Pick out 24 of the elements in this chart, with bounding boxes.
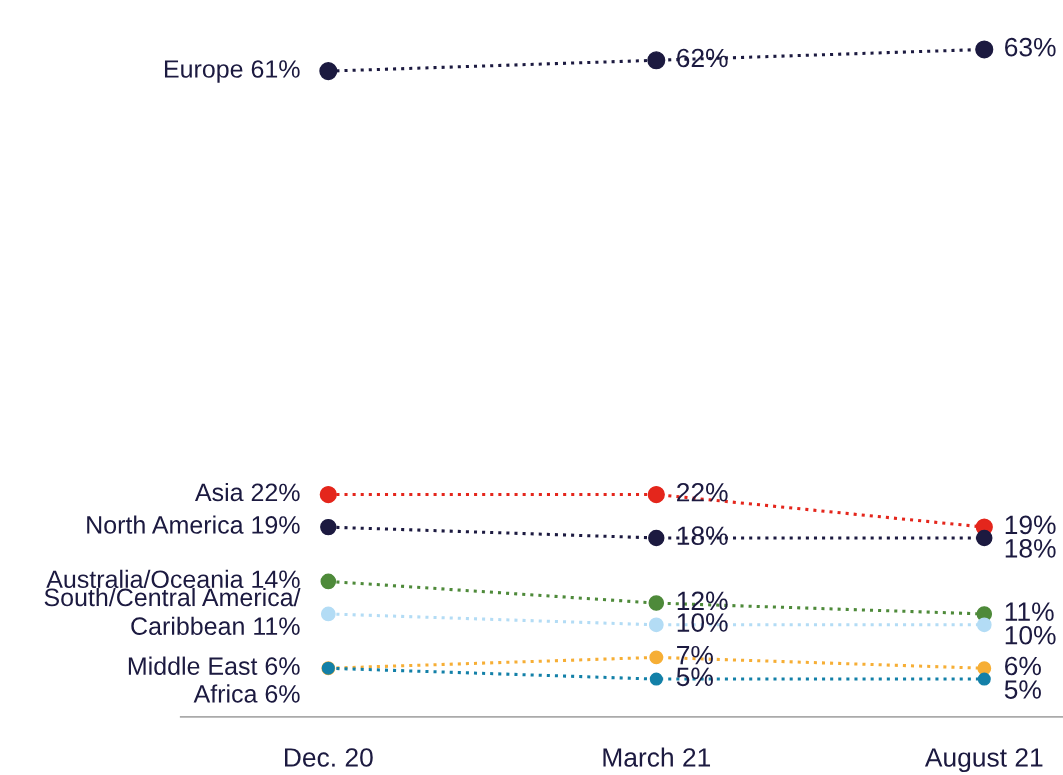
- data-label: 5%: [676, 667, 713, 687]
- data-label: 11%: [1005, 602, 1054, 621]
- data-label: 22%: [677, 482, 728, 502]
- text: Middle East 6%: [128, 656, 300, 675]
- data-label: 62%: [677, 48, 728, 68]
- text: Australia/Oceania 14%: [46, 569, 300, 589]
- text: Europe 61%: [164, 60, 300, 83]
- data-label: 18%: [677, 526, 728, 546]
- x-tick-label: August 21: [924, 748, 1043, 773]
- text: Asia 22%: [194, 482, 300, 502]
- data-label: 18%: [1005, 539, 1056, 558]
- data-label: 63%: [1005, 37, 1056, 57]
- x-tick-label: March 21: [603, 747, 711, 767]
- text: North America 19%: [87, 515, 300, 534]
- data-label: 19%: [1005, 515, 1056, 535]
- data-label: 12%: [677, 591, 728, 611]
- data-label: 7%: [677, 645, 713, 665]
- data-label: 5%: [1004, 680, 1041, 699]
- x-tick-label: Dec. 20: [285, 748, 373, 767]
- data-label: 10%: [677, 613, 728, 632]
- data-label: 10%: [1005, 625, 1056, 645]
- text: Africa 6%: [193, 684, 300, 703]
- data-label: 6%: [1005, 656, 1041, 676]
- text: South/Central America/ Caribbean 11%: [44, 587, 301, 636]
